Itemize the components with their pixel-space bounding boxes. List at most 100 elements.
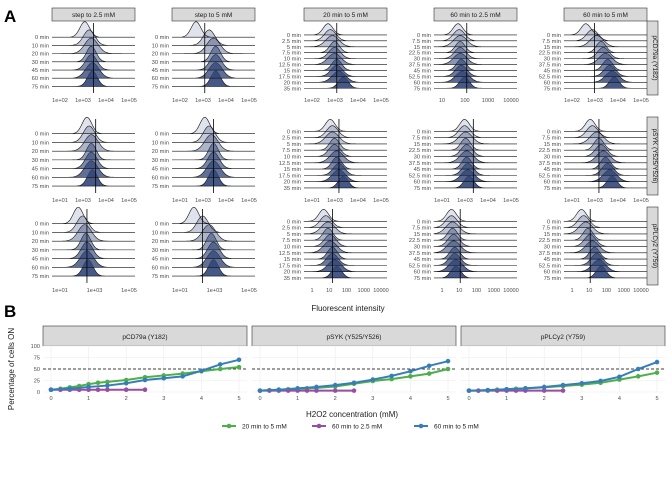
- ridge-x-tick: 1e+05: [241, 98, 257, 104]
- ridge-density: [434, 175, 517, 189]
- x-tick-label: 1: [87, 396, 90, 402]
- ridge-density: [52, 241, 135, 259]
- ridge-time-label: 60 min: [152, 76, 169, 82]
- ridge-x-tick: 1e+03: [195, 98, 211, 104]
- series-point: [123, 377, 129, 383]
- ridge-density: [304, 163, 387, 176]
- series-point: [142, 377, 148, 383]
- ridge-x-tick: 1e+03: [587, 98, 603, 104]
- ridge-x-tick: 1e+02: [564, 98, 580, 104]
- ridge-density: [564, 76, 647, 89]
- facet-strip-label: 60 min to 2.5 mM: [450, 12, 500, 19]
- ridge-density: [434, 58, 517, 71]
- series-point: [257, 388, 263, 393]
- ridge-time-label: 30 min: [152, 60, 169, 66]
- series-point: [445, 366, 451, 372]
- series-point: [466, 388, 472, 393]
- ridge-time-label: 22.5 min: [539, 51, 561, 57]
- line-chart-legend: 20 min to 5 mM 60 min to 2.5 mM 60 min to …: [222, 424, 479, 431]
- series-point: [304, 388, 310, 393]
- series-point: [654, 370, 660, 375]
- ridge-density: [52, 224, 135, 242]
- legend-swatch-point: [226, 423, 232, 429]
- series-point: [654, 359, 660, 365]
- ridge-x-tick: 1e+01: [172, 198, 188, 204]
- row-strip-0: [646, 20, 659, 96]
- ridge-time-label: 17.5 min: [279, 74, 301, 80]
- ridge-time-label: 7.5 min: [412, 226, 431, 232]
- x-tick-label: 5: [655, 396, 658, 402]
- ridge-density: [434, 125, 517, 138]
- ridge-density: [303, 221, 387, 235]
- ridge-time-label: 10 min: [284, 154, 301, 160]
- ridge-time-label: 22.5 min: [539, 238, 561, 244]
- ridge-density: [564, 227, 647, 241]
- series-point: [389, 376, 394, 382]
- ridge-density: [304, 119, 387, 132]
- ridge-density: [433, 234, 517, 247]
- ridge-time-label: 5 min: [287, 142, 301, 148]
- ridge-time-label: 0 min: [155, 132, 169, 138]
- ridge-panel: 75 min 60 min 45 min 30 min 20 min 10 min 0 mi…: [152, 206, 257, 294]
- ridge-density: [304, 234, 387, 247]
- series-point: [370, 377, 376, 382]
- ridge-density: [304, 58, 387, 71]
- ridge-density: [52, 134, 135, 152]
- ridge-time-label: 10 min: [152, 140, 169, 146]
- ridge-panel: 75 min 60 min 45 min 30 min 20 min 10 min 0 mi…: [32, 21, 137, 104]
- ridge-time-label: 7.5 min: [542, 136, 561, 142]
- ridge-x-tick: 1e+03: [327, 98, 343, 104]
- ridge-density: [564, 253, 647, 266]
- ridge-panel: 75 min 60 min 45 min 30 min 20 min 10 min 0 mi…: [152, 116, 257, 204]
- ridge-time-label: 45 min: [152, 257, 169, 263]
- ridge-time-label: 20 min: [152, 239, 169, 245]
- ridge-density: [303, 209, 387, 222]
- ridge-density: [172, 46, 255, 63]
- ridge-time-label: 30 min: [414, 244, 431, 250]
- ridge-time-label: 45 min: [414, 68, 431, 74]
- ridge-time-label: 30 min: [152, 248, 169, 254]
- row-strip-label: pPLCy2 (Y759): [651, 224, 658, 268]
- ridge-time-label: 0 min: [155, 222, 169, 228]
- ridge-time-label: 17.5 min: [279, 263, 301, 269]
- x-tick-label: 0: [258, 396, 261, 402]
- x-tick-label: 2: [125, 396, 128, 402]
- ridge-time-label: 0 min: [547, 129, 561, 135]
- ridge-x-tick: 1e+01: [304, 198, 320, 204]
- series-point: [180, 374, 185, 379]
- ridge-time-label: 60 min: [32, 175, 49, 181]
- ridge-time-label: 75 min: [414, 186, 431, 192]
- y-tick-label: 100: [31, 344, 40, 350]
- ridge-time-label: 7.5 min: [282, 238, 301, 244]
- ridge-density: [304, 125, 387, 138]
- ridge-density: [564, 144, 647, 157]
- ridge-density: [304, 227, 387, 241]
- ridge-time-label: 15 min: [284, 68, 301, 74]
- ridge-density: [304, 52, 387, 65]
- ridge-x-tick: 1e+05: [241, 198, 257, 204]
- ridge-density: [564, 240, 647, 254]
- ridge-density: [304, 144, 387, 157]
- ridge-density: [172, 233, 255, 251]
- ridge-time-label: 75 min: [152, 184, 169, 190]
- ridge-density: [172, 116, 255, 135]
- ridge-x-tick: 10000: [373, 288, 389, 294]
- ridge-time-label: 30 min: [544, 57, 561, 63]
- ridge-density: [52, 21, 135, 38]
- ridge-density: [434, 137, 517, 151]
- series-point: [426, 363, 432, 369]
- ridge-time-label: 37.5 min: [409, 63, 431, 69]
- ridge-time-label: 75 min: [414, 86, 431, 92]
- ridge-time-label: 52.5 min: [409, 263, 431, 269]
- ridge-x-tick: 1e+05: [503, 198, 519, 204]
- ridge-time-label: 15 min: [544, 45, 561, 51]
- facet-strip-label: pPLCy2 (Y759): [541, 334, 585, 341]
- ridge-x-tick: 1e+04: [218, 198, 234, 204]
- series-point: [314, 384, 319, 390]
- ridge-time-label: 52.5 min: [539, 74, 561, 80]
- ridge-time-label: 7.5 min: [282, 51, 301, 57]
- series-point: [408, 369, 413, 374]
- x-tick-label: 2: [543, 396, 546, 402]
- ridge-time-label: 22.5 min: [409, 51, 431, 57]
